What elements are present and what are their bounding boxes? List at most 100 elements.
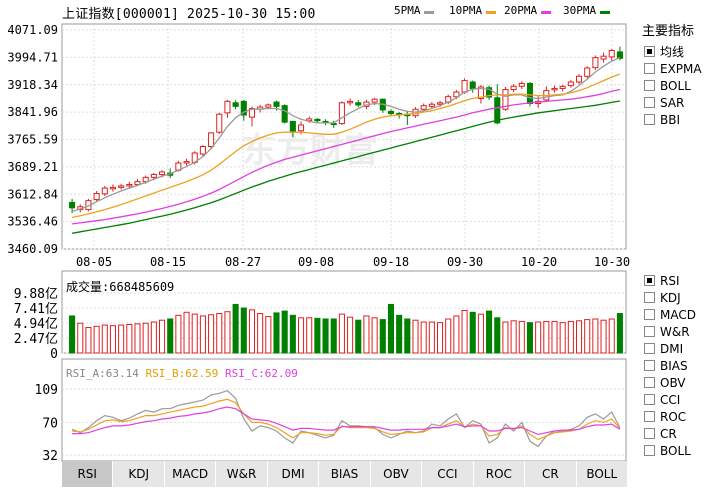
tab-bias[interactable]: BIAS (319, 461, 371, 487)
candle-body (559, 85, 566, 89)
tab-obv[interactable]: OBV (370, 461, 423, 487)
volume-bar (575, 320, 583, 354)
tab-w-r[interactable]: W&R (216, 461, 268, 487)
tab-kdj[interactable]: KDJ (113, 461, 165, 487)
tab-macd[interactable]: MACD (164, 461, 217, 487)
candle-body (347, 100, 354, 104)
volume-bar (461, 309, 468, 354)
tab-cci[interactable]: CCI (422, 461, 474, 487)
volume-bar (363, 315, 370, 354)
checkbox-icon[interactable] (644, 80, 655, 91)
main-indicator-label: EXPMA (660, 62, 702, 76)
volume-y-tick: 7.41亿 (14, 302, 58, 317)
candle-body (526, 82, 534, 105)
sub-indicator-cr[interactable]: CR (644, 426, 677, 442)
main-indicator-sar[interactable]: SAR (644, 95, 684, 111)
volume-bar (535, 321, 542, 354)
main-indicator-bbi[interactable]: BBI (644, 112, 680, 128)
volume-bar (616, 313, 623, 354)
checkbox-icon[interactable] (644, 428, 655, 439)
ma-legend-swatch-1 (486, 11, 496, 14)
volume-value: 668485609 (109, 280, 175, 294)
candle-body (551, 87, 558, 91)
volume-bar (175, 314, 182, 354)
sub-indicator-label: MACD (660, 308, 696, 322)
sub-indicator-label: BIAS (660, 359, 688, 373)
sub-indicator-cci[interactable]: CCI (644, 392, 680, 408)
candle-body (436, 102, 444, 105)
volume-bar (208, 314, 215, 354)
tab-boll[interactable]: BOLL (576, 461, 628, 487)
checkbox-icon[interactable] (644, 292, 655, 303)
volume-bar (314, 317, 321, 354)
candle-body (338, 102, 345, 125)
candle-body (224, 100, 231, 114)
x-tick-label: 08-15 (150, 255, 186, 269)
volume-bar (453, 315, 460, 354)
volume-bar (183, 311, 190, 354)
sub-indicator-macd[interactable]: MACD (644, 307, 696, 323)
sub-indicator-label: RSI (660, 274, 680, 288)
candle-body (330, 123, 337, 126)
volume-bar (518, 320, 525, 354)
volume-bar (486, 310, 493, 354)
checkbox-icon[interactable] (644, 309, 655, 320)
main-y-tick: 3536.46 (7, 215, 58, 229)
main-indicator--[interactable]: 均线 (644, 44, 684, 60)
ma-legend-label-2: 20PMA (504, 4, 538, 17)
main-indicator-expma[interactable]: EXPMA (644, 61, 702, 77)
main-indicator-label: 均线 (660, 45, 685, 59)
candle-body (371, 98, 378, 103)
x-tick-label: 08-05 (76, 255, 112, 269)
candle-body (183, 161, 190, 164)
checkbox-icon[interactable] (644, 394, 655, 405)
candle-body (510, 85, 517, 91)
candle-body (486, 87, 493, 98)
checkbox-icon[interactable] (644, 377, 655, 388)
checkbox-icon[interactable] (644, 275, 655, 286)
sub-indicator-obv[interactable]: OBV (644, 375, 686, 391)
ma30-line (71, 100, 621, 234)
sub-indicator-bias[interactable]: BIAS (644, 358, 688, 374)
main-y-tick: 3765.59 (7, 133, 58, 147)
candle-body (248, 108, 256, 118)
volume-bar (93, 325, 100, 354)
checkbox-icon[interactable] (644, 63, 655, 74)
volume-bar (224, 311, 231, 354)
candle-body (109, 186, 117, 190)
volume-bar (248, 309, 256, 354)
sub-indicator-rsi[interactable]: RSI (644, 273, 680, 289)
sub-indicator-kdj[interactable]: KDJ (644, 290, 681, 306)
checkbox-icon[interactable] (644, 326, 655, 337)
panel-frame-0 (61, 23, 627, 250)
sub-indicator-roc[interactable]: ROC (644, 409, 686, 425)
tab-rsi[interactable]: RSI (62, 461, 114, 487)
sub-indicator-label: CR (660, 427, 677, 441)
volume-bar (101, 324, 108, 354)
sub-indicator-w-r[interactable]: W&R (644, 324, 690, 340)
volume-bar (289, 314, 296, 354)
sub-indicator-dmi[interactable]: DMI (644, 341, 683, 357)
main-indicator-boll[interactable]: BOLL (644, 78, 691, 94)
rsi-c-line (72, 406, 621, 436)
checkbox-icon[interactable] (644, 97, 655, 108)
volume-bar (273, 312, 280, 354)
candlestick-series (69, 46, 623, 214)
volume-bar (526, 322, 534, 354)
volume-bar (142, 322, 149, 354)
checkbox-icon[interactable] (644, 343, 655, 354)
tab-roc[interactable]: ROC (473, 461, 526, 487)
main-y-tick: 3918.34 (7, 78, 58, 92)
checkbox-icon[interactable] (644, 114, 655, 125)
checkbox-icon[interactable] (644, 445, 655, 456)
tab-dmi[interactable]: DMI (267, 461, 320, 487)
candle-body (93, 192, 100, 201)
checkbox-icon[interactable] (644, 360, 655, 371)
volume-label: 成交量:668485609 (66, 280, 175, 294)
checkbox-icon[interactable] (644, 411, 655, 422)
checkbox-icon[interactable] (644, 46, 655, 57)
sub-indicator-boll[interactable]: BOLL (644, 443, 691, 459)
volume-bar (592, 318, 599, 354)
volume-series (69, 303, 623, 354)
tab-cr[interactable]: CR (525, 461, 577, 487)
